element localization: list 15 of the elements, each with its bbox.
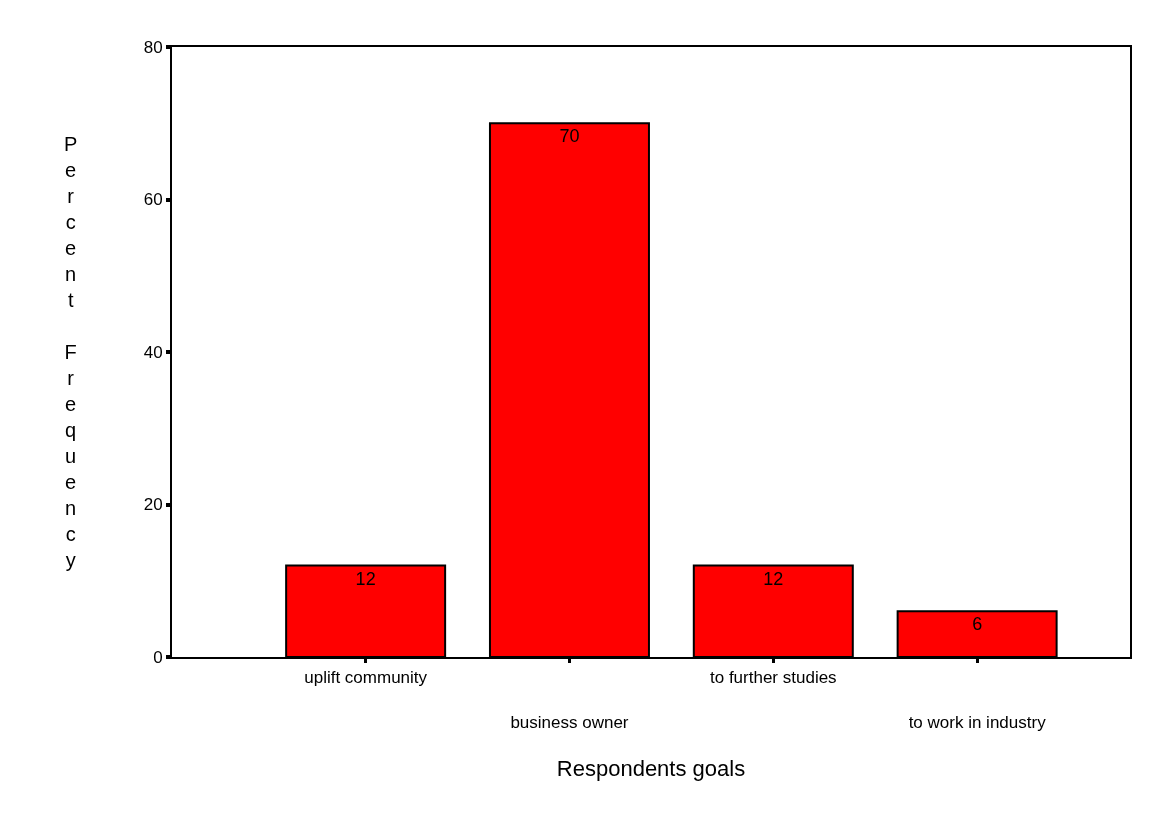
data-label: 12: [763, 568, 784, 589]
data-label: 12: [355, 568, 376, 589]
data-label: 70: [559, 126, 580, 147]
y-tick-label: 80: [143, 37, 163, 57]
x-tick-label: to work in industry: [908, 712, 1047, 732]
x-tick-label: business owner: [510, 712, 629, 732]
data-label: 6: [972, 614, 983, 635]
y-tick-label: 20: [143, 495, 163, 515]
y-tick-label: 0: [153, 647, 163, 667]
x-tick-label: to further studies: [709, 668, 837, 688]
x-axis-title: Respondents goals: [556, 756, 746, 781]
y-tick-label: 60: [143, 190, 163, 210]
text: Percent Frequency: [64, 133, 78, 571]
y-tick-label: 40: [143, 342, 163, 362]
x-tick-label: uplift community: [304, 668, 428, 688]
